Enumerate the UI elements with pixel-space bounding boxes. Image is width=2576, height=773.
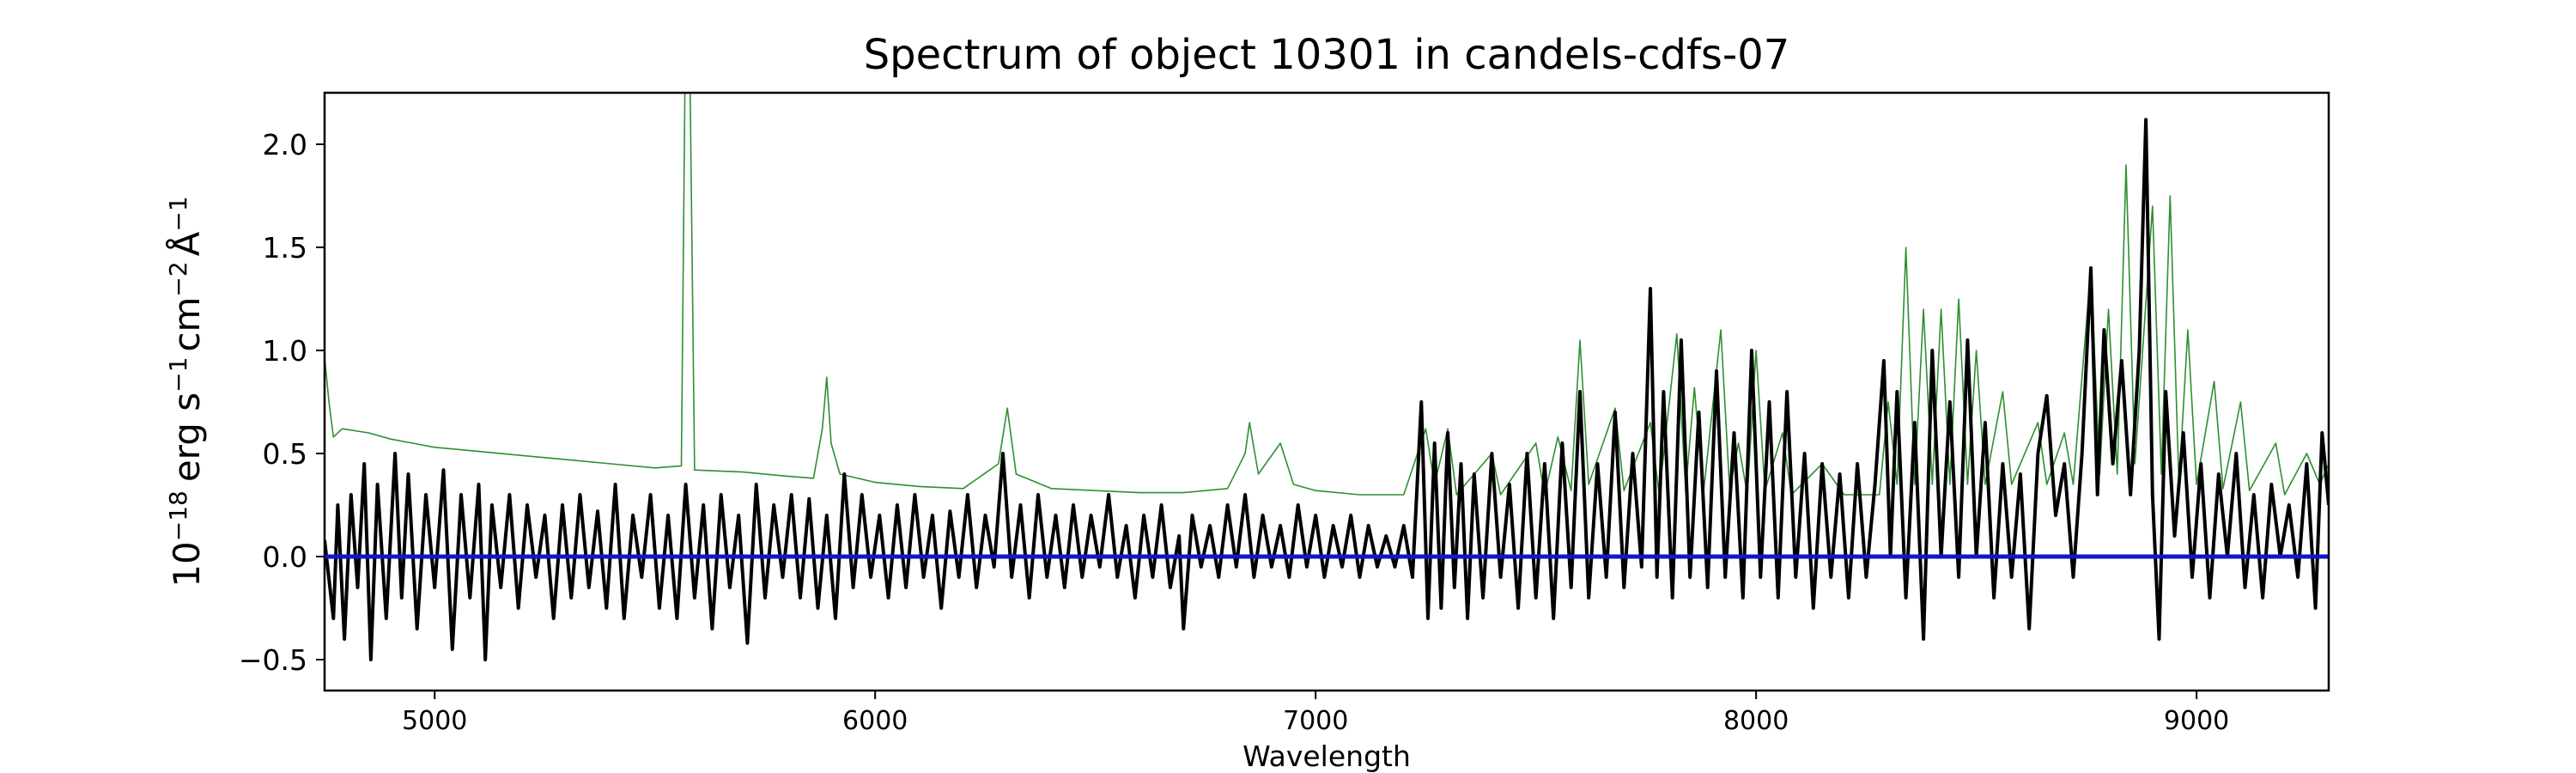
y-axis-label: 10−18erg s−1cm−2Å−1 [164, 196, 208, 587]
y-tick-label: 0.0 [263, 540, 307, 574]
y-tick-label: 0.5 [263, 437, 307, 471]
x-tick-label: 9000 [2164, 706, 2229, 736]
x-tick-label: 7000 [1283, 706, 1348, 736]
chart-title: Spectrum of object 10301 in candels-cdfs… [864, 31, 1790, 79]
x-tick-label: 5000 [402, 706, 467, 736]
y-tick-label: 1.0 [263, 334, 307, 368]
series-line-thin [325, 93, 2329, 496]
plot-frame [323, 91, 2330, 692]
x-tick-label: 6000 [842, 706, 908, 736]
y-tick-label: 2.0 [263, 128, 307, 161]
x-axis-ticks: 5000 6000 7000 8000 9000 [402, 691, 2229, 736]
series-line-thick [325, 118, 2329, 661]
y-tick-label: −0.5 [239, 643, 307, 677]
x-axis-label: Wavelength [1242, 740, 1411, 773]
y-tick-label: 1.5 [263, 231, 307, 265]
x-tick-label: 8000 [1723, 706, 1789, 736]
y-axis-ticks: −0.5 0.0 0.5 1.0 1.5 2.0 [239, 128, 325, 677]
series-layer [325, 93, 2329, 661]
